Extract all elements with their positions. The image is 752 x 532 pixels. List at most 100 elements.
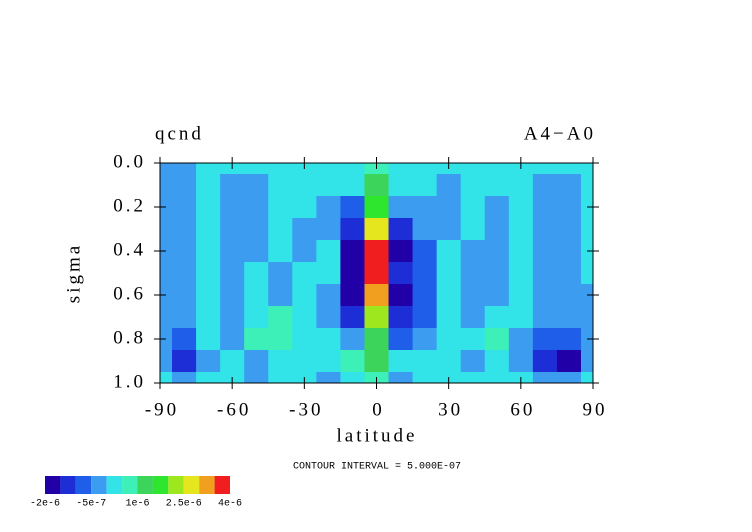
x-tick-label: -30 xyxy=(289,399,323,420)
field-cell xyxy=(460,174,486,197)
colorbar-box xyxy=(137,476,153,494)
field-cell xyxy=(196,196,221,219)
field-cell xyxy=(388,350,414,373)
field-cell xyxy=(316,240,341,263)
x-axis-label: latitude xyxy=(337,425,418,446)
field-cell xyxy=(172,350,197,373)
colorbar-box xyxy=(152,476,169,494)
field-cell xyxy=(268,372,293,383)
field-cell xyxy=(196,218,221,241)
field-cell xyxy=(532,372,558,383)
field-cell xyxy=(532,163,558,175)
field-cell xyxy=(412,350,438,373)
field-cell xyxy=(556,174,582,197)
field-cell xyxy=(196,174,221,197)
field-cell xyxy=(340,350,365,373)
field-cell xyxy=(160,372,173,383)
field-cell xyxy=(220,174,245,197)
field-cell xyxy=(244,350,269,373)
field-cell xyxy=(484,284,510,307)
contour-field xyxy=(160,163,593,383)
field-cell xyxy=(508,174,534,197)
field-cell xyxy=(160,218,173,241)
field-cell xyxy=(412,284,438,307)
field-cell xyxy=(220,240,245,263)
field-cell xyxy=(580,328,593,351)
contour-note: CONTOUR INTERVAL = 5.000E-07 xyxy=(293,462,461,473)
field-cell xyxy=(556,350,582,373)
y-tick-label: 0.0 xyxy=(113,151,146,172)
field-cell xyxy=(460,328,486,351)
field-cell xyxy=(268,163,293,175)
colorbar-box xyxy=(214,476,230,494)
y-tick-label: 0.8 xyxy=(113,327,146,348)
field-cell xyxy=(220,196,245,219)
field-cell xyxy=(340,240,365,263)
field-cell xyxy=(340,218,365,241)
field-cell xyxy=(580,284,593,307)
field-cell xyxy=(244,262,269,285)
field-cell xyxy=(364,328,390,351)
field-cell xyxy=(460,240,486,263)
field-cell xyxy=(484,328,510,351)
field-cell xyxy=(172,218,197,241)
field-cell xyxy=(412,306,438,329)
field-cell xyxy=(268,328,293,351)
field-cell xyxy=(340,174,365,197)
field-cell xyxy=(508,350,534,373)
field-cell xyxy=(388,262,414,285)
x-tick-label: 30 xyxy=(438,399,463,420)
field-cell xyxy=(220,218,245,241)
x-tick-label: -60 xyxy=(217,399,251,420)
field-cell xyxy=(220,328,245,351)
field-cell xyxy=(316,372,341,383)
field-cell xyxy=(172,328,197,351)
field-cell xyxy=(412,218,438,241)
field-cell xyxy=(532,350,558,373)
field-cell xyxy=(460,284,486,307)
field-cell xyxy=(580,196,593,219)
field-cell xyxy=(460,163,486,175)
field-cell xyxy=(436,328,462,351)
field-cell xyxy=(412,372,438,383)
field-cell xyxy=(556,284,582,307)
field-cell xyxy=(388,328,414,351)
y-tick-label: 1.0 xyxy=(113,371,146,392)
field-cell xyxy=(196,262,221,285)
field-cell xyxy=(292,262,317,285)
field-cell xyxy=(220,306,245,329)
field-cell xyxy=(580,163,593,175)
field-cell xyxy=(316,306,341,329)
field-cell xyxy=(580,262,593,285)
field-cell xyxy=(316,218,341,241)
field-cell xyxy=(388,240,414,263)
field-cell xyxy=(388,218,414,241)
field-cell xyxy=(292,240,317,263)
field-cell xyxy=(388,174,414,197)
field-cell xyxy=(508,218,534,241)
x-tick-label: 60 xyxy=(510,399,535,420)
field-cell xyxy=(244,284,269,307)
x-tick-label: -90 xyxy=(145,399,179,420)
field-cell xyxy=(160,350,173,373)
field-cell xyxy=(340,306,365,329)
field-cell xyxy=(268,174,293,197)
field-cell xyxy=(292,350,317,373)
field-cell xyxy=(292,306,317,329)
field-cell xyxy=(268,350,293,373)
field-cell xyxy=(196,306,221,329)
field-cell xyxy=(460,306,486,329)
field-cell xyxy=(436,350,462,373)
field-cell xyxy=(436,196,462,219)
field-cell xyxy=(244,372,269,383)
field-cell xyxy=(316,174,341,197)
y-tick-label: 0.6 xyxy=(113,283,146,304)
field-cell xyxy=(556,163,582,175)
field-cell xyxy=(412,328,438,351)
field-cell xyxy=(244,240,269,263)
field-cell xyxy=(244,174,269,197)
chart-title: qcnd xyxy=(155,123,204,144)
field-cell xyxy=(316,163,341,175)
field-cell xyxy=(220,262,245,285)
